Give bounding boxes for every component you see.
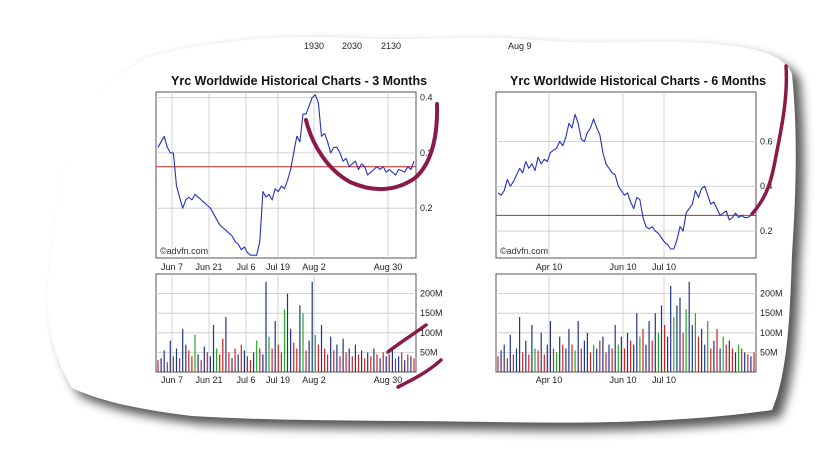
chart-3-months: Yrc Worldwide Historical Charts - 3 Mont… [155,74,443,385]
volume-grid [496,274,756,372]
volume-y-ticks: 200M 150M 100M 50M [420,289,443,358]
price-plot-frame [495,91,757,259]
volume-y-tick-label: 200M [420,289,443,299]
volume-plot-frame [155,273,417,373]
x-tick-labels: Jun 7 Jun 7 Jun 21 Jun 21 Jul 6 Jul 6 Jul 19 Ju… [161,262,402,385]
price-y-tick-label: 0.6 [760,136,773,146]
volume-bars [497,281,755,372]
x-tick-label: Jun 7 [161,375,183,385]
price-line [497,113,755,250]
x-tick-label: Aug 30 [374,262,403,272]
x-tick-label: Aug 2 [302,375,326,385]
x-tick-label: Apr 10 [536,262,563,272]
x-tick-label: Jul 10 [652,375,676,385]
x-tick-label: Jun 10 [609,375,636,385]
volume-y-ticks: 200M 150M 100M 50M [760,289,783,358]
x-tick-label: Jul 10 [652,262,676,272]
volume-annotation-stroke-2 [396,358,443,389]
header-fragment-2: 2030 [342,41,362,51]
price-line [157,94,415,256]
volume-y-tick-label: 150M [420,308,443,318]
header-fragment-1: 1930 [304,41,324,51]
x-tick-label: Jun 10 [609,262,636,272]
x-tick-label: Apr 10 [536,375,563,385]
price-series [157,94,415,256]
price-plot-frame [155,91,417,259]
price-y-ticks: 0.6 0.4 0.2 [760,136,773,236]
price-y-ticks: 0.4 0.3 0.2 [420,93,433,214]
header-fragments: 1930 2030 2130 Aug 9 [304,41,532,51]
price-series [497,113,755,250]
volume-y-tick-label: 100M [420,328,443,338]
price-grid [496,92,756,258]
header-fragment-right: Aug 9 [508,41,532,51]
volume-y-tick-label: 50M [420,347,438,357]
x-tick-label: Jul 19 [266,375,290,385]
x-tick-label: Jun 21 [195,375,222,385]
volume-plot-frame [495,273,757,373]
x-tick-label: Aug 30 [374,375,403,385]
watermark: ©advfn.com [160,246,208,256]
price-y-tick-label: 0.2 [760,226,773,236]
price-y-tick-label: 0.2 [420,203,433,213]
volume-y-tick-label: 200M [760,289,783,299]
hand-annotations [304,64,789,389]
price-grid [156,92,416,258]
x-tick-label: Jul 6 [236,262,255,272]
chart-title: Yrc Worldwide Historical Charts - 3 Mont… [171,74,427,88]
cup-annotation-stroke [304,102,440,192]
volume-bars [157,281,415,372]
header-fragment-3: 2130 [381,41,401,51]
volume-y-tick-label: 150M [760,308,783,318]
chart-6-months: Yrc Worldwide Historical Charts - 6 Mont… [495,74,783,385]
x-tick-label: Jul 19 [266,262,290,272]
x-tick-label: Jun 7 [161,262,183,272]
volume-y-tick-label: 100M [760,328,783,338]
x-tick-labels: Apr 10 Apr 10 Jun 10 Jun 10 Jul 10 Jul 10 [536,262,676,385]
price-y-tick-label: 0.4 [760,181,773,191]
x-tick-label: Jun 21 [195,262,222,272]
volume-y-tick-label: 50M [760,347,778,357]
x-tick-label: Jul 6 [236,375,255,385]
right-edge-annotation-stroke [750,64,789,216]
volume-grid [156,274,416,372]
volume-annotation-stroke-1 [386,323,428,354]
x-tick-label: Aug 2 [302,262,326,272]
chart-title: Yrc Worldwide Historical Charts - 6 Mont… [510,74,766,88]
price-y-tick-label: 0.3 [420,148,433,158]
price-y-tick-label: 0.4 [420,93,433,103]
watermark: ©advfn.com [500,246,548,256]
